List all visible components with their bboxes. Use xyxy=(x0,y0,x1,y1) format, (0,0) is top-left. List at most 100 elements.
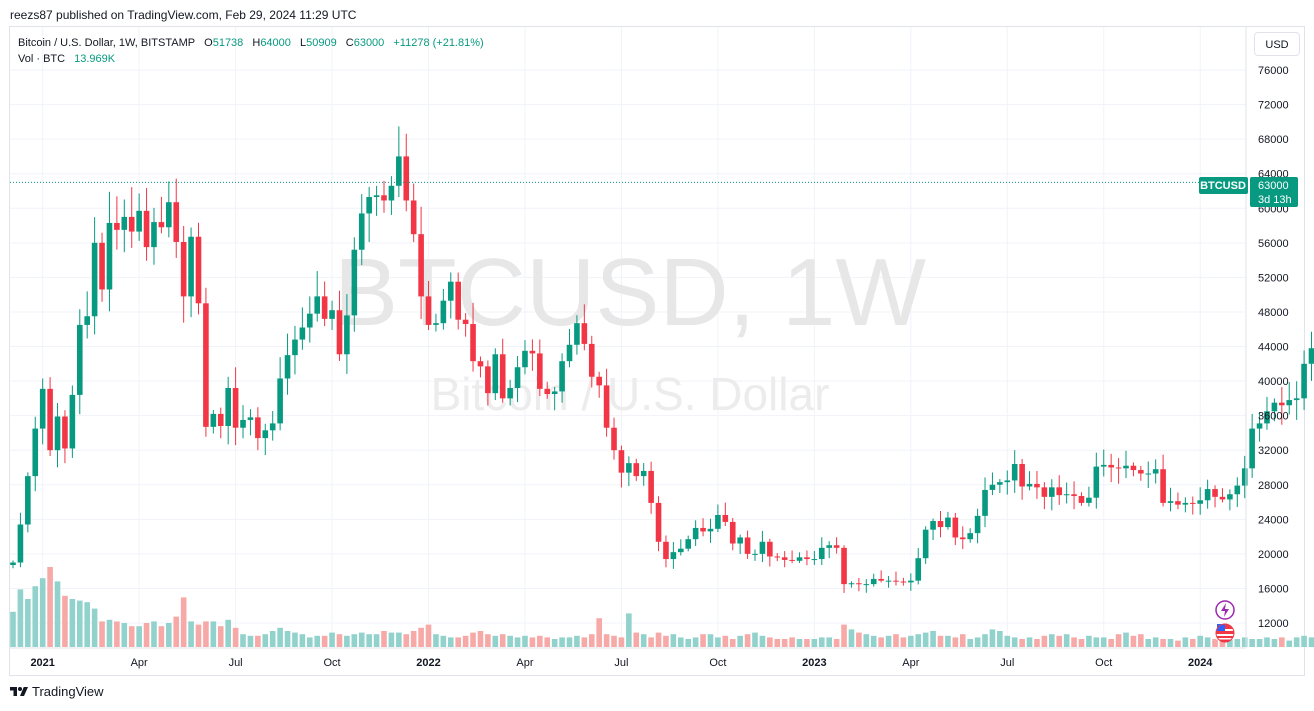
volume-bar xyxy=(1182,637,1189,647)
price-axis: 12000 16000 20000 24000 28000 32000 36000 40000… xyxy=(1258,65,1289,630)
candle-body xyxy=(292,339,298,356)
volume-bar xyxy=(84,602,90,647)
volume-bar xyxy=(781,639,788,647)
candle-body xyxy=(396,156,402,186)
candle-body xyxy=(1086,497,1092,503)
tradingview-logo-icon xyxy=(10,686,28,696)
candle-body xyxy=(262,430,269,439)
candle-body xyxy=(1286,400,1293,406)
volume-bar xyxy=(1115,634,1122,647)
candle-body xyxy=(25,476,31,525)
volume-bar xyxy=(863,634,870,647)
candle-body xyxy=(529,350,536,354)
time-axis-label: Jul xyxy=(614,657,628,669)
candle-body xyxy=(1123,465,1129,469)
legend-ohlc-row: Bitcoin / U.S. Dollar, 1W, BITSTAMP O517… xyxy=(18,35,484,51)
candle-body xyxy=(537,353,543,389)
candle-body xyxy=(611,427,617,451)
volume-bar xyxy=(1241,637,1248,647)
candle-body xyxy=(1219,496,1226,500)
volume-bar xyxy=(1249,639,1255,647)
volume-bar xyxy=(373,634,380,647)
volume-bar xyxy=(700,634,706,647)
volume-bar xyxy=(885,635,892,647)
price-axis-label: 28000 xyxy=(1258,480,1289,492)
candle-body xyxy=(878,578,884,581)
candle-body xyxy=(425,296,432,325)
volume-bar xyxy=(1160,639,1166,647)
candle-body xyxy=(344,315,350,355)
candle-body xyxy=(447,281,454,301)
volume-bar xyxy=(1175,640,1181,647)
volume-bar xyxy=(433,634,439,647)
us-flag-icon[interactable] xyxy=(1215,623,1235,643)
candle-body xyxy=(1167,501,1174,503)
price-axis-label: 20000 xyxy=(1258,549,1289,561)
candle-body xyxy=(937,521,944,528)
volume-bar xyxy=(1279,637,1285,647)
candle-body xyxy=(722,514,729,522)
volume-bar xyxy=(336,634,343,647)
candle-body xyxy=(640,470,647,477)
time-axis-label: 2022 xyxy=(416,657,440,669)
candle-body xyxy=(366,197,372,214)
legend-symbol[interactable]: Bitcoin / U.S. Dollar, 1W, BITSTAMP xyxy=(18,37,196,49)
volume-bar xyxy=(596,618,602,647)
volume-bar xyxy=(618,637,625,647)
candle-body xyxy=(84,316,90,325)
volume-bar xyxy=(329,632,335,647)
volume-bar xyxy=(551,639,558,647)
price-axis-label: 52000 xyxy=(1258,272,1289,284)
currency-button[interactable]: USD xyxy=(1254,32,1300,56)
lightning-icon[interactable] xyxy=(1215,600,1235,620)
volume-bar xyxy=(440,635,447,647)
volume-bar xyxy=(403,634,410,647)
volume-bar xyxy=(581,637,588,647)
volume-bar xyxy=(997,631,1003,647)
volume-bar xyxy=(195,624,202,647)
candle-body xyxy=(307,313,313,328)
candle-body xyxy=(143,210,150,248)
candle-body xyxy=(277,378,283,424)
volume-bar xyxy=(136,626,142,647)
volume-bar xyxy=(789,637,795,647)
volume-bars xyxy=(10,567,1314,647)
candle-body xyxy=(269,423,276,431)
volume-bar xyxy=(232,627,239,647)
candle-body xyxy=(240,419,246,428)
time-axis-label: 2021 xyxy=(30,657,54,669)
volume-bar xyxy=(1219,640,1226,647)
volume-bar xyxy=(818,637,825,647)
watermark-ticker: BTCUSD, 1W xyxy=(334,239,926,346)
candle-body xyxy=(1034,483,1040,488)
volume-bar xyxy=(1093,637,1100,647)
footer-brand[interactable]: TradingView xyxy=(32,684,104,699)
volume-bar xyxy=(225,619,231,647)
price-axis-label: 12000 xyxy=(1258,618,1289,630)
volume-bar xyxy=(1189,639,1196,647)
volume-bar xyxy=(1108,639,1114,647)
candle-body xyxy=(440,300,447,324)
candle-body xyxy=(1182,502,1189,505)
volume-bar xyxy=(774,639,781,647)
candle-body xyxy=(1279,402,1285,406)
volume-bar xyxy=(967,639,973,647)
legend-volume-label[interactable]: Vol · BTC xyxy=(18,53,66,65)
candle-body xyxy=(685,539,692,549)
candle-body xyxy=(566,344,573,362)
volume-bar xyxy=(1256,639,1263,647)
volume-bar xyxy=(759,635,766,647)
volume-bar xyxy=(32,586,39,647)
time-axis-label: Apr xyxy=(131,657,148,669)
candle-body xyxy=(166,202,172,228)
volume-bar xyxy=(262,634,269,647)
candle-body xyxy=(54,416,61,451)
chart-legend: Bitcoin / U.S. Dollar, 1W, BITSTAMP O517… xyxy=(18,35,484,67)
candle-body xyxy=(1004,480,1011,483)
volume-bar xyxy=(1145,639,1152,647)
volume-bar xyxy=(870,635,877,647)
candle-body xyxy=(203,303,209,427)
volume-bar xyxy=(180,597,187,647)
volume-bar xyxy=(418,627,424,647)
